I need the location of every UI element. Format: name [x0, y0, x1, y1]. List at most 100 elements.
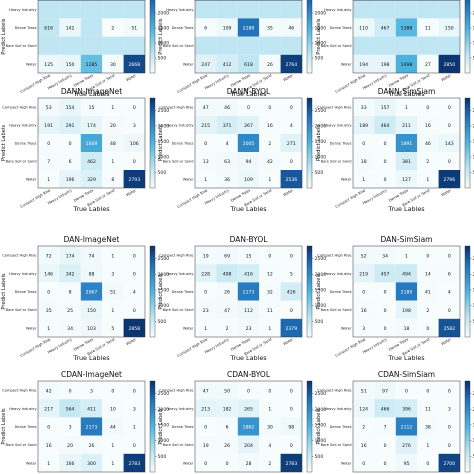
cell-value-label: 150: [66, 62, 75, 68]
heatmap-cell: [38, 36, 60, 55]
colorbar-tick-label: 2000: [158, 407, 170, 413]
row-tick-label: Heavy Industry: [324, 272, 352, 276]
cell-value-label: 2005: [243, 141, 255, 147]
heatmap-cell: [259, 36, 281, 55]
cell-value-label: 8: [111, 177, 114, 183]
heatmap-cell: [395, 381, 418, 400]
heatmap-cell: [237, 134, 260, 152]
heatmap-cell: [216, 36, 238, 55]
row-tick-label: Water: [183, 178, 194, 182]
heatmap-cell: [438, 134, 460, 152]
row-tick-label: Water: [183, 62, 194, 66]
heatmap-cell: [259, 98, 281, 116]
heatmap-cell: [59, 318, 81, 337]
heatmap-cell: [280, 170, 302, 188]
heatmap-cell: [59, 399, 81, 418]
cell-value-label: 0: [133, 308, 136, 314]
cell-value-label: 1: [111, 253, 114, 259]
colorbar-tick-label: 500: [473, 319, 474, 325]
colorbar: [306, 380, 313, 473]
heatmap-cell: [195, 170, 217, 188]
heatmap-cell: [123, 0, 145, 19]
cell-value-label: 110: [359, 26, 368, 32]
column-tick-label: Heavy Industry: [204, 188, 230, 206]
row-tick-label: Bare Soil or Sand: [163, 308, 194, 312]
heatmap-cell: [438, 318, 460, 337]
cell-value-label: 19: [203, 443, 209, 449]
cell-value-label: 0: [448, 388, 451, 394]
heatmap-cell: [280, 134, 302, 152]
heatmap-cell: [38, 381, 60, 400]
heatmap-cell: [417, 54, 439, 73]
cell-value-label: 35: [46, 308, 52, 314]
heatmap-cell: [80, 417, 103, 436]
cell-value-label: 1609: [86, 141, 98, 147]
cell-value-label: 74: [89, 253, 95, 259]
cell-value-label: 150: [87, 308, 96, 314]
heatmap-cell: [438, 282, 460, 301]
cell-value-label: 4: [290, 123, 293, 129]
cell-value-label: 34: [382, 253, 388, 259]
heatmap-cell: [438, 170, 460, 188]
cell-value-label: 1: [47, 326, 50, 332]
heatmap-cell: [80, 381, 103, 400]
cell-value-label: 1: [111, 461, 114, 467]
heatmap-cell: [80, 152, 103, 170]
cell-value-label: 26: [224, 290, 230, 296]
cell-value-label: 5: [290, 272, 293, 278]
cell-value-label: 342: [66, 272, 75, 278]
heatmap-cell: [259, 134, 281, 152]
cell-value-label: 0: [448, 159, 451, 165]
row-tick-label: Heavy Industry: [324, 407, 352, 411]
heatmap-cell: [374, 116, 396, 134]
confusion-matrix-panel: DAN-SimSiam 52 34 1 0 0 219 457 494 14 6 0 0 2189 41 4 1…: [316, 235, 474, 362]
row-tick-label: Dense Trees: [15, 142, 37, 146]
row-tick-label: Water: [183, 326, 194, 330]
colorbar: [464, 0, 471, 74]
cell-value-label: 103: [87, 326, 96, 332]
colorbar-tick-label: 1500: [473, 423, 474, 429]
heatmap-cell: [395, 300, 418, 319]
cell-value-label: 2700: [443, 461, 455, 467]
cell-value-label: 46: [224, 105, 230, 111]
panel-frame: [352, 380, 461, 473]
heatmap-cell: [374, 36, 396, 55]
heatmap-cell: [417, 264, 439, 283]
column-tick-label: Compact High Rise: [335, 73, 367, 94]
row-tick-label: Compact High Rise: [317, 106, 352, 110]
column-tick-label: Water: [283, 73, 295, 82]
heatmap-cell: [438, 453, 460, 472]
cell-value-label: 127: [402, 177, 411, 183]
row-tick-label: Heavy Industry: [9, 8, 37, 12]
cell-value-label: 498: [223, 272, 232, 278]
cell-value-label: 16: [267, 123, 273, 129]
cell-value-label: 265: [244, 407, 253, 413]
cell-value-label: 2: [226, 326, 229, 332]
heatmap-cell: [102, 381, 124, 400]
cell-value-label: 97: [382, 388, 388, 394]
y-axis-label: Predict Labels: [316, 273, 322, 310]
column-tick-label: Water: [126, 188, 138, 197]
heatmap-cell: [80, 18, 103, 37]
y-axis-label: Predict Labels: [316, 125, 322, 162]
heatmap-cell: [38, 453, 60, 472]
column-tick-label: Water: [283, 188, 295, 197]
colorbar-tick-label: 500: [158, 170, 167, 176]
cell-value-label: 0: [133, 159, 136, 165]
colorbar-tick-label: 500: [158, 56, 167, 62]
panel-frame: [194, 97, 303, 189]
colorbar: [149, 97, 156, 189]
cell-value-label: 157: [381, 105, 390, 111]
heatmap-cell: [280, 18, 302, 37]
heatmap-cell: [80, 300, 103, 319]
cell-value-label: 1285: [86, 62, 98, 68]
colorbar-tick-label: 500: [315, 319, 324, 325]
column-tick-label: Water: [441, 337, 453, 346]
panel-frame: [352, 0, 461, 74]
heatmap-cell: [38, 246, 60, 265]
confusion-matrix-panel: CDAN-SimSiam 51 97 0 0 0 124 466 396 11 3 2 7 2112 38 0…: [316, 370, 474, 473]
heatmap-cell: [80, 453, 103, 472]
cell-value-label: 467: [381, 26, 390, 32]
cell-value-label: 1: [47, 461, 50, 467]
